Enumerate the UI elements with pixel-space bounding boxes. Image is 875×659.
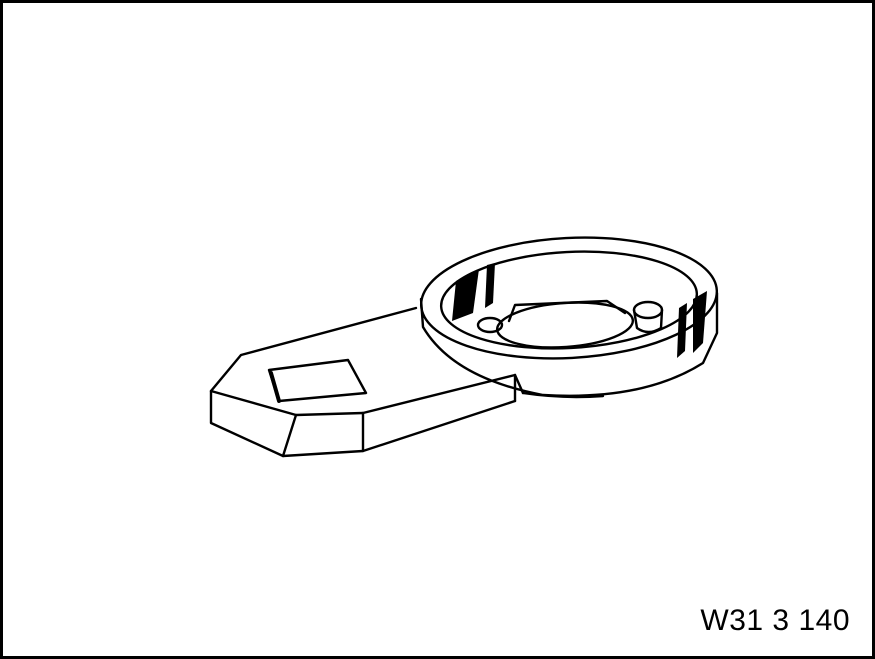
- figure-code-label: W31 3 140: [700, 604, 850, 637]
- locating-pin-left: [476, 316, 504, 334]
- locating-pin-right: [632, 300, 664, 320]
- handle-top-face: [209, 306, 525, 417]
- wrench-tool-icon: [209, 236, 719, 458]
- ring-inner-rim: [439, 250, 699, 350]
